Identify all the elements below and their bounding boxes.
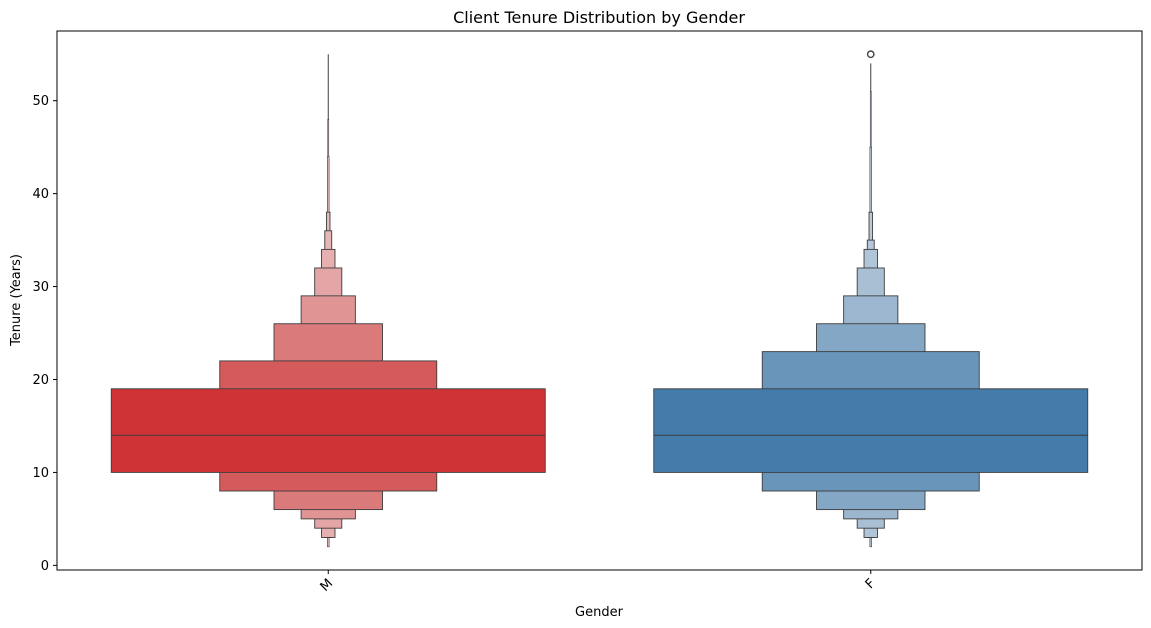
boxen-level-F <box>653 388 1089 473</box>
y-tick-label: 10 <box>32 466 49 481</box>
y-axis: 0 10 20 30 40 50 <box>32 94 57 574</box>
plot-frame <box>56 30 1143 571</box>
boxen-group-F <box>653 50 1089 548</box>
y-tick-label: 50 <box>32 94 49 109</box>
x-axis-label: Gender <box>575 605 624 620</box>
y-tick-label: 20 <box>32 373 49 388</box>
boxen-group-M <box>110 54 546 548</box>
y-tick-label: 40 <box>32 187 49 202</box>
y-axis-label: Tenure (Years) <box>9 254 24 347</box>
chart-title: Client Tenure Distribution by Gender <box>453 8 745 27</box>
boxen-level-M <box>110 388 546 473</box>
plot-area <box>110 50 1089 548</box>
y-tick-label: 30 <box>32 280 49 295</box>
y-tick-label: 0 <box>41 559 49 574</box>
outlier-point <box>866 50 875 59</box>
